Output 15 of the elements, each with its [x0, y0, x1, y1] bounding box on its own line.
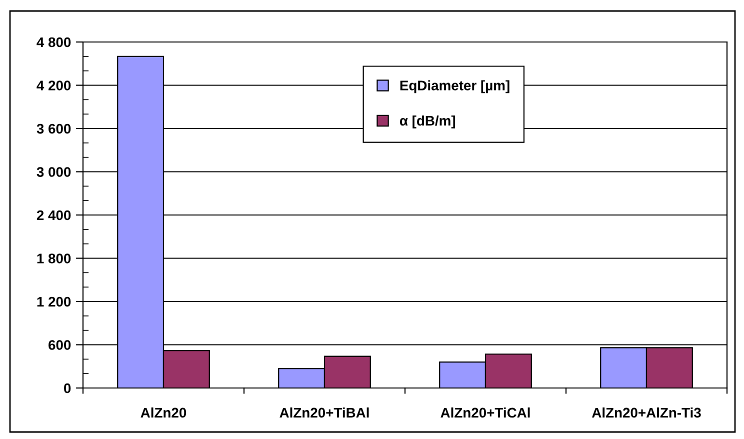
x-tick-label: AlZn20+TiCAl — [440, 407, 530, 418]
legend-label: α [dB/m] — [400, 115, 456, 128]
y-tick-label: 4 800 — [36, 37, 71, 48]
y-tick-label: 1 800 — [37, 254, 71, 264]
y-tick-label: 0 — [64, 383, 71, 394]
y-tick-label: 600 — [48, 340, 71, 350]
y-tick-label: 1 200 — [37, 296, 71, 307]
y-tick-label: 2 400 — [36, 210, 71, 220]
y-tick-label: 4 200 — [36, 80, 71, 90]
y-tick-label: 3 600 — [36, 124, 71, 134]
legend-label: EqDiameter [µm] — [400, 80, 510, 94]
y-tick-label: 3 000 — [36, 167, 71, 177]
x-tick-label: AlZn20+AlZn-Ti3 — [592, 407, 701, 418]
x-tick-label: AlZn20+TiBAl — [280, 407, 369, 418]
x-tick-label: AlZn20 — [140, 407, 186, 418]
